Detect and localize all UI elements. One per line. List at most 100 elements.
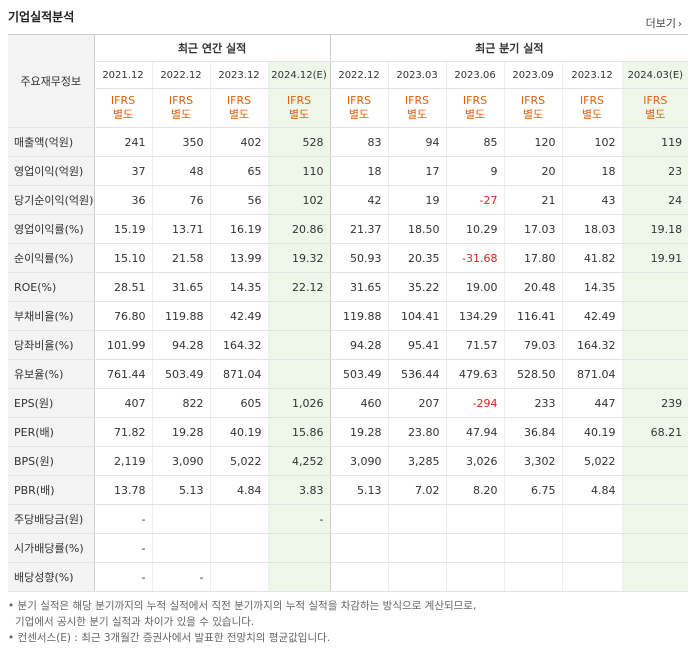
table-cell: 68.21 xyxy=(621,417,689,447)
row-label: BPS(원) xyxy=(8,446,94,476)
table-cell: 102 xyxy=(267,185,331,215)
period-header: 2023.12 xyxy=(561,61,623,89)
period-header: 2021.12 xyxy=(93,61,152,89)
table-cell xyxy=(561,533,623,563)
table-row: 부채비율(%) 76.80 119.88 42.49 119.88 104.41 134.2… xyxy=(8,301,689,331)
table-cell: 5,022 xyxy=(561,446,623,476)
row-label: 주당배당금(원) xyxy=(8,504,94,534)
footnote-1: • 분기 실적은 해당 분기까지의 누적 실적에서 직전 분기까지의 누적 실적… xyxy=(8,600,477,612)
table-cell: 36.84 xyxy=(503,417,563,447)
table-row: EPS(원) 407 822 605 1,026 460 207 -294 233 447 239 xyxy=(8,388,689,418)
table-cell: 17.03 xyxy=(503,214,563,244)
table-cell: 101.99 xyxy=(93,330,152,360)
table-cell: 3,026 xyxy=(445,446,505,476)
row-label: 순이익률(%) xyxy=(8,243,94,273)
table-cell: 18 xyxy=(329,156,389,186)
table-cell: 528.50 xyxy=(503,359,563,389)
table-cell: 19 xyxy=(387,185,447,215)
table-cell xyxy=(503,562,563,592)
basis-header: IFRS 별도 xyxy=(267,88,331,128)
table-cell: 42.49 xyxy=(209,301,268,331)
row-label: EPS(원) xyxy=(8,388,94,418)
table-cell: 20.86 xyxy=(267,214,331,244)
table-cell xyxy=(503,504,563,534)
table-row: 시가배당률(%) - xyxy=(8,533,689,563)
table-cell: 20 xyxy=(503,156,563,186)
basis-line: 별도 xyxy=(464,108,486,121)
table-cell: 79.03 xyxy=(503,330,563,360)
basis-line: 별도 xyxy=(581,108,603,121)
basis-header: IFRS 별도 xyxy=(503,88,563,128)
table-cell: 15.10 xyxy=(93,243,152,273)
table-cell: 19.28 xyxy=(329,417,389,447)
table-cell: 21.58 xyxy=(151,243,210,273)
table-cell xyxy=(329,562,389,592)
table-cell: 94 xyxy=(387,127,447,157)
table-cell: 28.51 xyxy=(93,272,152,302)
table-cell: 460 xyxy=(329,388,389,418)
table-row: 영업이익률(%) 15.19 13.71 16.19 20.86 21.37 18.50 10… xyxy=(8,214,689,244)
period-header: 2022.12 xyxy=(329,61,389,89)
label-header: 주요재무정보 xyxy=(8,34,94,128)
table-cell: 119 xyxy=(621,127,689,157)
table-cell: 71.57 xyxy=(445,330,505,360)
table-cell: 4.84 xyxy=(561,475,623,505)
table-cell xyxy=(151,533,210,563)
table-cell: 15.86 xyxy=(267,417,331,447)
table-cell xyxy=(621,504,689,534)
row-label: 배당성향(%) xyxy=(8,562,94,592)
basis-header: IFRS 별도 xyxy=(93,88,152,128)
basis-line: IFRS xyxy=(404,94,430,107)
quarterly-header: 최근 분기 실적 xyxy=(329,34,689,62)
table-cell: 871.04 xyxy=(561,359,623,389)
table-cell xyxy=(387,533,447,563)
row-label: ROE(%) xyxy=(8,272,94,302)
table-row: ROE(%) 28.51 31.65 14.35 22.12 31.65 35.22 19.0… xyxy=(8,272,689,302)
table-cell: 871.04 xyxy=(209,359,268,389)
table-cell: 503.49 xyxy=(329,359,389,389)
table-cell: 119.88 xyxy=(151,301,210,331)
table-cell: 18.03 xyxy=(561,214,623,244)
table-cell: 95.41 xyxy=(387,330,447,360)
basis-line: 별도 xyxy=(645,108,666,121)
table-cell: -31.68 xyxy=(445,243,505,273)
more-link[interactable]: 더보기 › xyxy=(646,15,682,31)
table-cell: 48 xyxy=(151,156,210,186)
basis-line: IFRS xyxy=(110,94,136,107)
basis-header: IFRS 별도 xyxy=(209,88,268,128)
table-cell: 21 xyxy=(503,185,563,215)
table-cell: 164.32 xyxy=(209,330,268,360)
period-header: 2023.03 xyxy=(387,61,447,89)
table-cell: 13.71 xyxy=(151,214,210,244)
table-cell: 43 xyxy=(561,185,623,215)
basis-line: IFRS xyxy=(462,94,488,107)
table-row: 주당배당금(원) - - xyxy=(8,504,689,534)
table-cell: 536.44 xyxy=(387,359,447,389)
table-cell: - xyxy=(151,562,210,592)
table-cell xyxy=(267,533,331,563)
basis-line: IFRS xyxy=(520,94,546,107)
table-cell: - xyxy=(93,533,152,563)
table-cell: 350 xyxy=(151,127,210,157)
table-cell xyxy=(209,562,268,592)
row-label: 매출액(억원) xyxy=(8,127,94,157)
table-cell: 3,090 xyxy=(329,446,389,476)
row-label: PBR(배) xyxy=(8,475,94,505)
table-cell: 3,090 xyxy=(151,446,210,476)
table-cell: 233 xyxy=(503,388,563,418)
basis-line: 별도 xyxy=(112,108,134,121)
table-cell xyxy=(503,533,563,563)
table-cell: 19.32 xyxy=(267,243,331,273)
table-cell: 71.82 xyxy=(93,417,152,447)
row-label: 시가배당률(%) xyxy=(8,533,94,563)
more-label: 더보기 xyxy=(645,17,676,30)
table-cell: 19.91 xyxy=(621,243,689,273)
period-header: 2022.12 xyxy=(151,61,210,89)
table-cell: 4,252 xyxy=(267,446,331,476)
table-cell: -27 xyxy=(445,185,505,215)
table-cell: 822 xyxy=(151,388,210,418)
table-row: 배당성향(%) - - xyxy=(8,562,689,592)
basis-line: IFRS xyxy=(286,94,312,107)
row-label: 당좌비율(%) xyxy=(8,330,94,360)
table-cell xyxy=(621,533,689,563)
